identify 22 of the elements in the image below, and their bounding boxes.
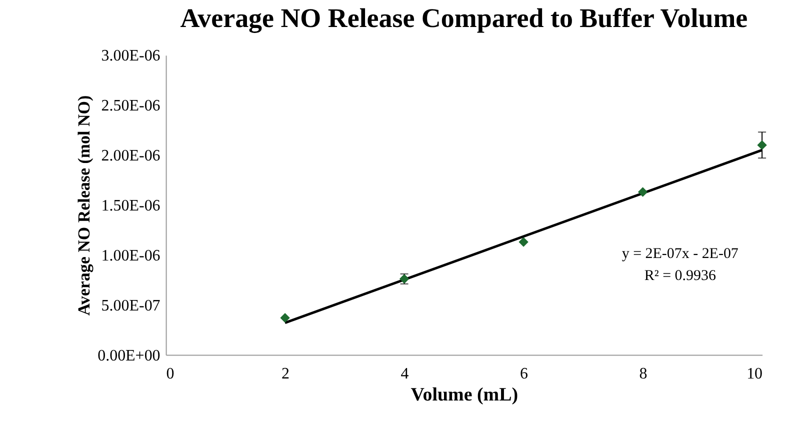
y-tick-label: 5.00E-07 [101,297,160,314]
y-axis-title: Average NO Release (mol NO) [74,95,94,316]
point [757,140,767,150]
x-tick-label: 2 [282,365,290,382]
chart-title: Average NO Release Compared to Buffer Volume [180,3,748,34]
y-tick-label: 0.00E+00 [98,347,160,364]
x-tick-label: 8 [639,365,648,382]
x-axis-title: Volume (mL) [410,384,518,406]
x-tick-label: 0 [166,365,174,382]
y-tick-label: 2.50E-06 [101,98,160,115]
y-tick-label: 3.00E-06 [101,48,160,65]
y-tick-label: 1.00E-06 [101,247,160,264]
point [638,187,648,197]
point [280,313,290,323]
x-tick-label: 6 [520,365,528,382]
y-tick-label: 2.00E-06 [101,148,160,165]
x-tick-label: 10 [746,365,763,382]
annotation: R² = 0.9936 [644,268,716,284]
x-tick-label: 4 [400,365,409,382]
y-tick-label: 1.50E-06 [101,197,160,214]
annotation: y = 2E-07x - 2E-07 [622,246,739,262]
point [518,237,528,247]
